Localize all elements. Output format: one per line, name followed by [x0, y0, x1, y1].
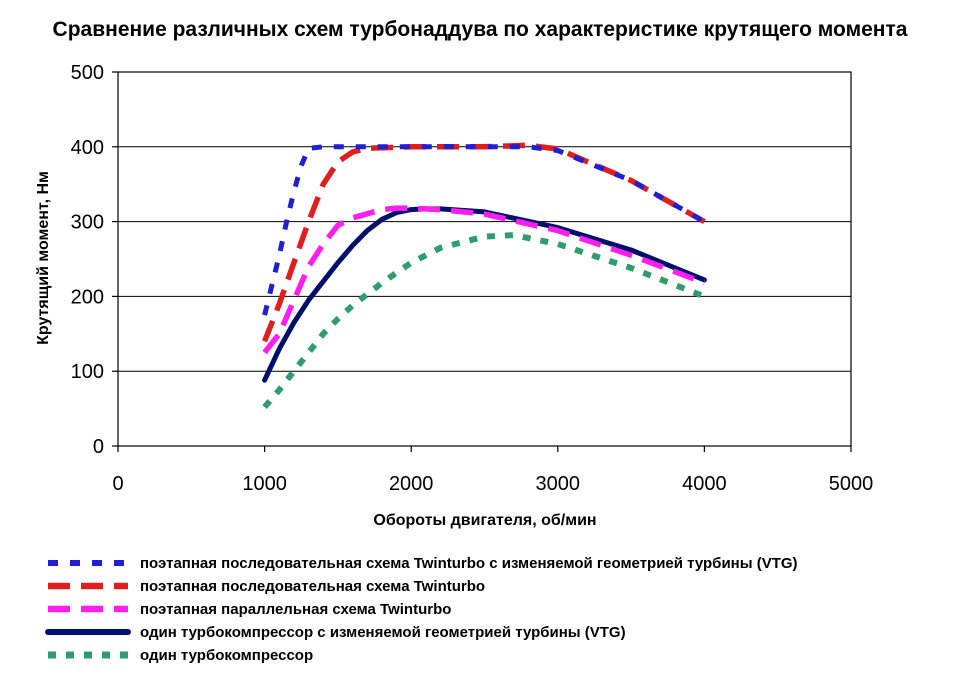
series-line-5 — [262, 232, 706, 410]
plot-frame — [117, 71, 852, 447]
legend-label-2: поэтапная последовательная схема Twintur… — [140, 578, 485, 595]
legend: поэтапная последовательная схема Twintur… — [45, 555, 798, 664]
legend-label-4: один турбокомпрессор с изменяемой геомет… — [140, 624, 626, 641]
series-line-4 — [262, 206, 707, 383]
series-line-2 — [262, 142, 706, 343]
y-tick-label: 300 — [71, 212, 104, 234]
x-tick-label: 5000 — [829, 473, 874, 495]
x-tick-label: 2000 — [389, 473, 434, 495]
y-tick-label: 0 — [93, 436, 104, 458]
y-tick-label: 400 — [71, 137, 104, 159]
x-tick-label: 3000 — [536, 473, 581, 495]
x-tick-label: 4000 — [682, 473, 727, 495]
grid-layer — [118, 71, 851, 372]
legend-label-5: один турбокомпрессор — [140, 647, 313, 664]
x-tick-label: 1000 — [242, 473, 287, 495]
legend-label-3: поэтапная параллельная схема Twinturbo — [140, 601, 451, 618]
chart-title: Сравнение различных схем турбонаддува по… — [52, 18, 908, 41]
y-tick-label: 500 — [71, 62, 104, 84]
series-line-1 — [262, 144, 706, 316]
x-tick-label: 0 — [112, 473, 123, 495]
x-axis-title: Обороты двигателя, об/мин — [373, 512, 596, 529]
series-layer — [262, 142, 707, 410]
y-tick-label: 200 — [71, 286, 104, 308]
legend-label-1: поэтапная последовательная схема Twintur… — [140, 555, 798, 572]
y-tick-label: 100 — [71, 361, 104, 383]
series-line-3 — [262, 205, 706, 355]
y-axis-title: Крутящий момент, Нм — [35, 171, 52, 345]
